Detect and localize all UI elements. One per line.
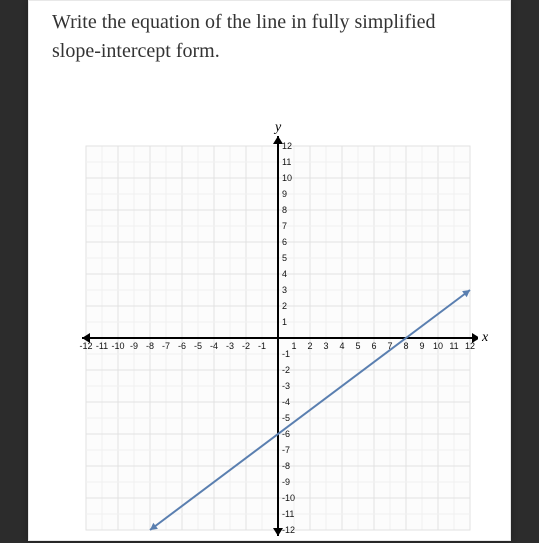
tick-label: -4 — [206, 341, 222, 351]
tick-label: 11 — [282, 157, 302, 167]
tick-label: -7 — [158, 341, 174, 351]
question-prompt: Write the equation of the line in fully … — [52, 8, 451, 66]
tick-label: 1 — [282, 317, 302, 327]
tick-label: -1 — [254, 341, 270, 351]
tick-label: 9 — [282, 189, 302, 199]
tick-label: -5 — [190, 341, 206, 351]
tick-label: 12 — [282, 141, 302, 151]
tick-label: 2 — [282, 301, 302, 311]
tick-label: -12 — [282, 525, 302, 535]
tick-label: -9 — [126, 341, 142, 351]
tick-label: 4 — [282, 269, 302, 279]
tick-label: -3 — [222, 341, 238, 351]
tick-label: -6 — [174, 341, 190, 351]
tick-label: 7 — [382, 341, 398, 351]
tick-label: 5 — [282, 253, 302, 263]
tick-label: -7 — [282, 445, 302, 455]
tick-label: 7 — [282, 221, 302, 231]
tick-label: 3 — [282, 285, 302, 295]
x-axis-label: x — [482, 330, 488, 346]
tick-label: -1 — [282, 349, 302, 359]
y-axis-label: y — [275, 120, 281, 136]
tick-label: 12 — [462, 341, 478, 351]
tick-label: -4 — [282, 397, 302, 407]
tick-label: -3 — [282, 381, 302, 391]
tick-label: -9 — [282, 477, 302, 487]
tick-label: 4 — [334, 341, 350, 351]
tick-label: -8 — [142, 341, 158, 351]
tick-label: -11 — [282, 509, 302, 519]
tick-label: 5 — [350, 341, 366, 351]
tick-label: -2 — [282, 365, 302, 375]
tick-label: 10 — [282, 173, 302, 183]
tick-label: -2 — [238, 341, 254, 351]
tick-label: 9 — [414, 341, 430, 351]
tick-label: 8 — [398, 341, 414, 351]
tick-label: -10 — [282, 493, 302, 503]
tick-label: -8 — [282, 461, 302, 471]
tick-label: -10 — [110, 341, 126, 351]
question-card: Write the equation of the line in fully … — [28, 0, 511, 541]
tick-label: 3 — [318, 341, 334, 351]
graph-svg — [78, 118, 478, 538]
tick-label: 11 — [446, 341, 462, 351]
tick-label: 8 — [282, 205, 302, 215]
tick-label: 2 — [302, 341, 318, 351]
coordinate-graph: y x -12-11-10-9-8-7-6-5-4-3-2-1123456789… — [78, 118, 478, 538]
tick-label: 6 — [366, 341, 382, 351]
tick-label: 6 — [282, 237, 302, 247]
tick-label: -5 — [282, 413, 302, 423]
tick-label: -6 — [282, 429, 302, 439]
tick-label: -11 — [94, 341, 110, 351]
tick-label: -12 — [78, 341, 94, 351]
tick-label: 10 — [430, 341, 446, 351]
